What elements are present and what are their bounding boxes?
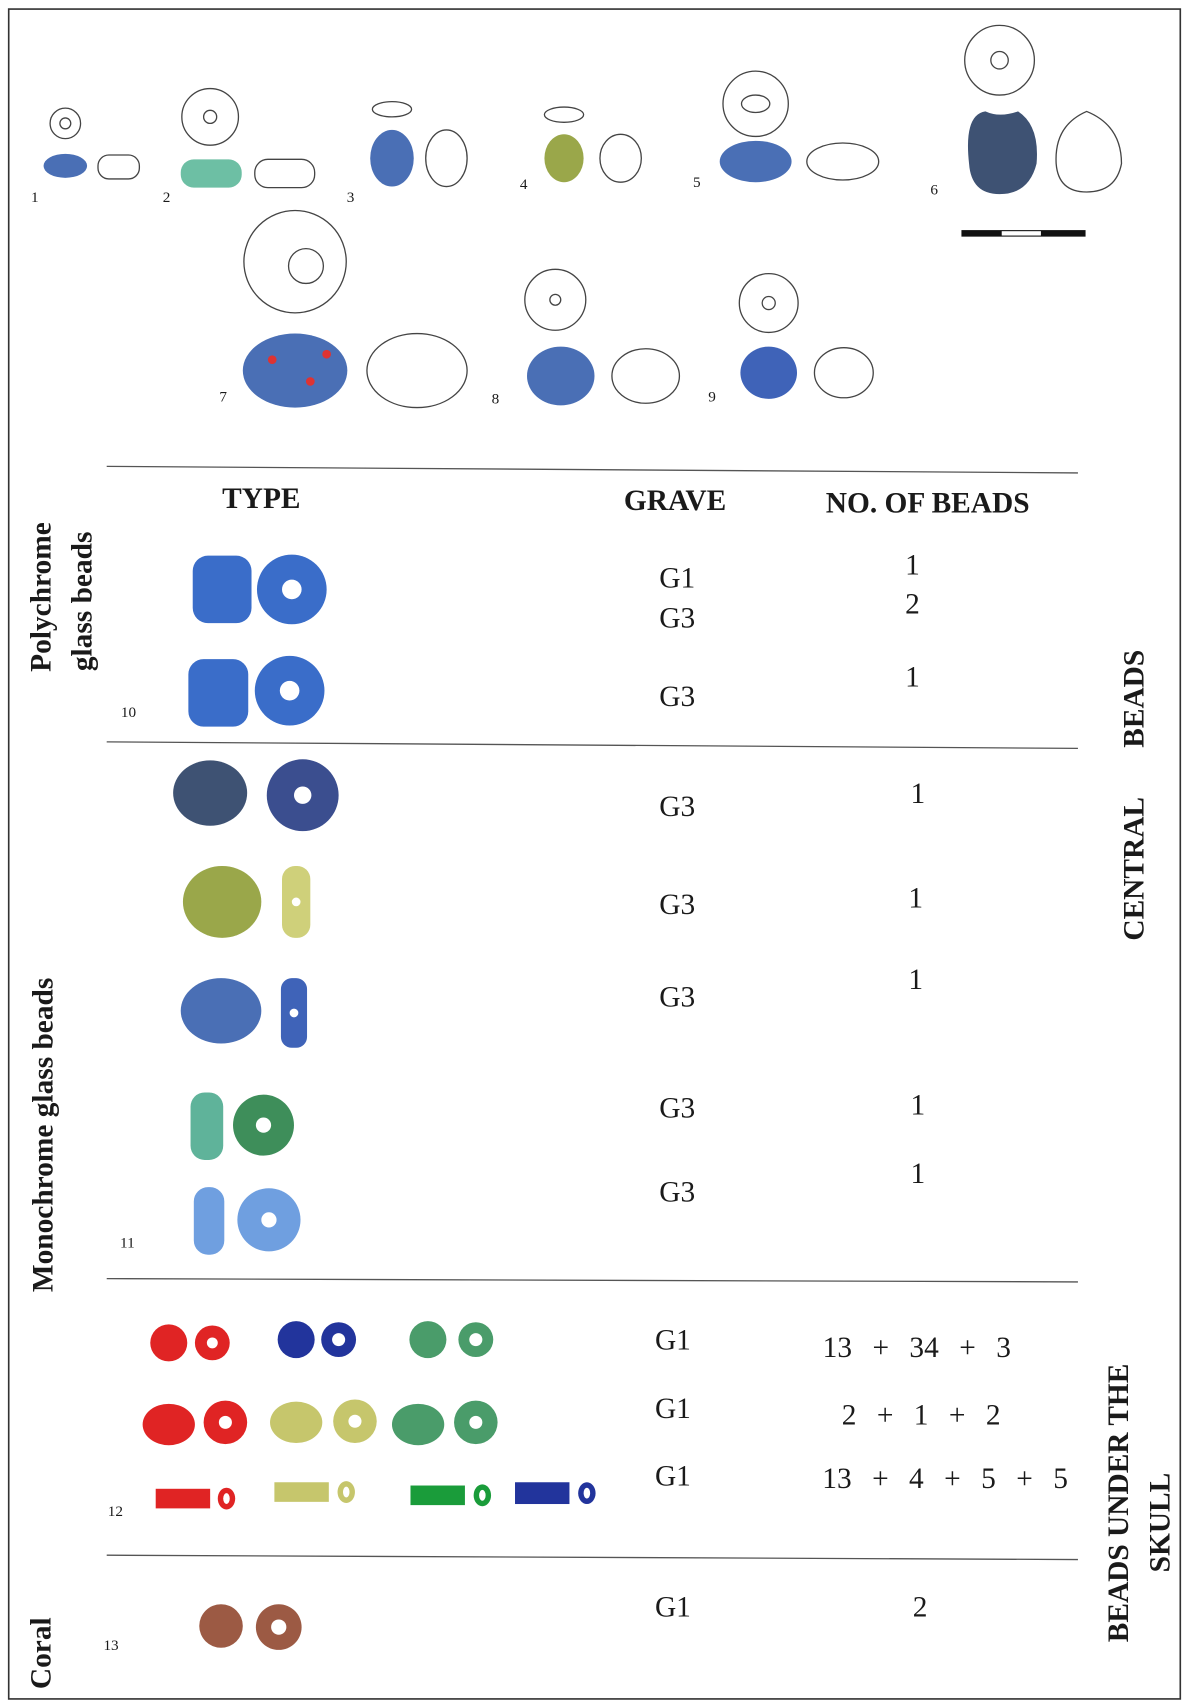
grave: G3 [659,791,695,823]
figure-number: 13 [103,1637,119,1654]
figure-number: 3 [347,189,355,206]
frame [7,8,1182,1700]
group-label: Coral [25,1617,57,1689]
bead-count: 13 + 4 + 5 + 5 [822,1463,1068,1495]
grave: G3 [659,681,695,713]
figure-number: 8 [492,390,500,407]
side-label: CENTRAL BEADS [1118,650,1150,941]
header: GRAVE [624,485,726,517]
header: TYPE [222,483,300,515]
bead-count: 1 [911,1089,926,1121]
group-label: Monochrome glass beads [27,978,59,1292]
grave: G1 [659,562,695,594]
figure-number: 1 [31,189,39,206]
bead-count: 2 [905,589,920,621]
header: NO. OF BEADS [826,487,1030,519]
bead-count: 1 [908,964,923,996]
table-rows: G1 1 G3 2 G3 1 G3 1 G3 1 G3 1 G3 1 G3 1 G1 13 + 34 + 3 G1 2… [655,549,1068,1623]
figure-number: 10 [121,704,137,721]
bead-count: 13 + 34 + 3 [823,1332,1011,1364]
bead-count: 1 [911,778,926,810]
grave: G3 [659,982,695,1014]
side-label: SKULL [1145,1473,1177,1573]
grave: G1 [655,1461,691,1493]
figure-number: 5 [693,174,701,191]
figure-number: 2 [163,189,171,206]
grave: G1 [655,1325,691,1357]
figure-number: 9 [708,388,716,405]
table-rules [106,465,1078,1561]
bead-count: 1 [905,549,920,581]
figure-number: 4 [520,176,528,193]
side-label: BEADS UNDER THE [1103,1364,1135,1643]
bead-count: 1 [905,662,920,694]
grave: G1 [655,1393,691,1425]
grave: G3 [659,603,695,635]
grave: G3 [659,1177,695,1209]
bead-count: 1 [908,883,923,915]
grave: G3 [659,1093,695,1125]
group-label: Polychrome [25,522,57,672]
grave: G1 [655,1591,691,1623]
figure-number: 12 [108,1503,123,1520]
grave: G3 [659,889,695,921]
bead-count: 2 + 1 + 2 [842,1400,1001,1432]
bead-count: 2 [913,1591,928,1623]
group-label: glass beads [67,532,99,672]
bead-drawings [43,24,1123,1650]
figure-number: 6 [930,181,938,198]
figure-number: 7 [219,388,227,405]
bead-count: 1 [911,1158,926,1190]
figure-number: 11 [120,1234,135,1251]
